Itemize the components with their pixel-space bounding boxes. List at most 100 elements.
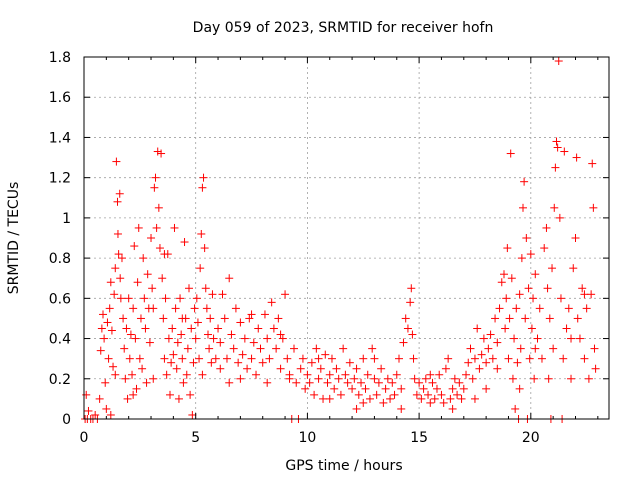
data-point	[325, 394, 334, 403]
data-point	[559, 354, 568, 363]
data-point	[97, 324, 106, 333]
data-point	[207, 358, 216, 367]
data-point	[587, 290, 596, 299]
data-point	[527, 324, 536, 333]
data-point	[520, 177, 529, 186]
data-point	[357, 378, 366, 387]
data-point	[135, 354, 144, 363]
y-axis-label: SRMTID / TECUs	[6, 182, 22, 295]
data-point	[283, 354, 292, 363]
data-point	[491, 314, 500, 323]
data-point	[120, 344, 129, 353]
data-point	[560, 147, 569, 156]
data-point	[348, 384, 357, 393]
data-point	[316, 364, 325, 373]
data-point	[477, 350, 486, 359]
data-point	[247, 310, 256, 319]
data-point	[359, 354, 368, 363]
data-point	[136, 314, 145, 323]
data-point	[84, 406, 93, 415]
data-point	[134, 223, 143, 232]
data-point	[105, 304, 114, 313]
y-tick-label: 0.4	[49, 332, 71, 348]
data-point	[159, 314, 168, 323]
data-point	[475, 364, 484, 373]
data-point	[517, 254, 526, 263]
data-point	[225, 378, 234, 387]
data-point	[133, 278, 142, 287]
data-point	[229, 344, 238, 353]
data-point	[392, 370, 401, 379]
data-point	[332, 364, 341, 373]
data-point	[278, 334, 287, 343]
data-point	[459, 384, 468, 393]
data-point	[408, 330, 417, 339]
data-point	[495, 304, 504, 313]
data-point	[247, 354, 256, 363]
data-point	[178, 314, 187, 323]
data-point	[486, 330, 495, 339]
data-point	[578, 284, 587, 293]
data-point	[189, 358, 198, 367]
data-point	[131, 334, 140, 343]
data-point	[554, 57, 563, 66]
data-point	[196, 264, 205, 273]
data-point	[325, 370, 334, 379]
data-point	[245, 314, 254, 323]
data-point	[312, 344, 321, 353]
data-point	[177, 330, 186, 339]
data-point	[372, 390, 381, 399]
data-point	[116, 294, 125, 303]
data-point	[303, 370, 312, 379]
data-point	[589, 203, 598, 212]
data-point	[160, 250, 169, 259]
data-point	[201, 284, 210, 293]
data-point	[104, 354, 113, 363]
data-point	[550, 203, 559, 212]
y-tick-label: 1.4	[49, 130, 71, 146]
data-point	[265, 354, 274, 363]
data-point	[214, 324, 223, 333]
y-tick-label: 0	[62, 412, 71, 428]
data-point	[263, 334, 272, 343]
data-point	[190, 304, 199, 313]
data-point	[197, 229, 206, 238]
data-point	[111, 370, 120, 379]
data-point	[125, 354, 134, 363]
data-point	[231, 304, 240, 313]
data-point	[178, 354, 187, 363]
data-point	[330, 384, 339, 393]
data-point	[186, 390, 195, 399]
data-point	[397, 384, 406, 393]
data-point	[100, 334, 109, 343]
data-point	[200, 244, 209, 253]
data-point	[113, 197, 122, 206]
data-point	[516, 344, 525, 353]
data-point	[276, 330, 285, 339]
data-point	[174, 394, 183, 403]
data-point	[507, 274, 516, 283]
data-point	[314, 354, 323, 363]
data-point	[103, 318, 112, 327]
data-point	[225, 274, 234, 283]
data-point	[439, 398, 448, 407]
data-point	[269, 324, 278, 333]
data-point	[482, 358, 491, 367]
data-point	[112, 157, 121, 166]
data-point	[149, 304, 158, 313]
data-point	[334, 374, 343, 383]
data-point	[569, 264, 578, 273]
data-point	[252, 370, 261, 379]
data-point	[116, 274, 125, 283]
data-point	[448, 384, 457, 393]
data-point	[435, 370, 444, 379]
data-point	[484, 344, 493, 353]
data-point	[525, 354, 534, 363]
data-point	[352, 364, 361, 373]
data-point	[567, 334, 576, 343]
data-point	[192, 294, 201, 303]
data-point	[397, 404, 406, 413]
data-point	[164, 334, 173, 343]
data-point	[114, 250, 123, 259]
data-point	[234, 358, 243, 367]
